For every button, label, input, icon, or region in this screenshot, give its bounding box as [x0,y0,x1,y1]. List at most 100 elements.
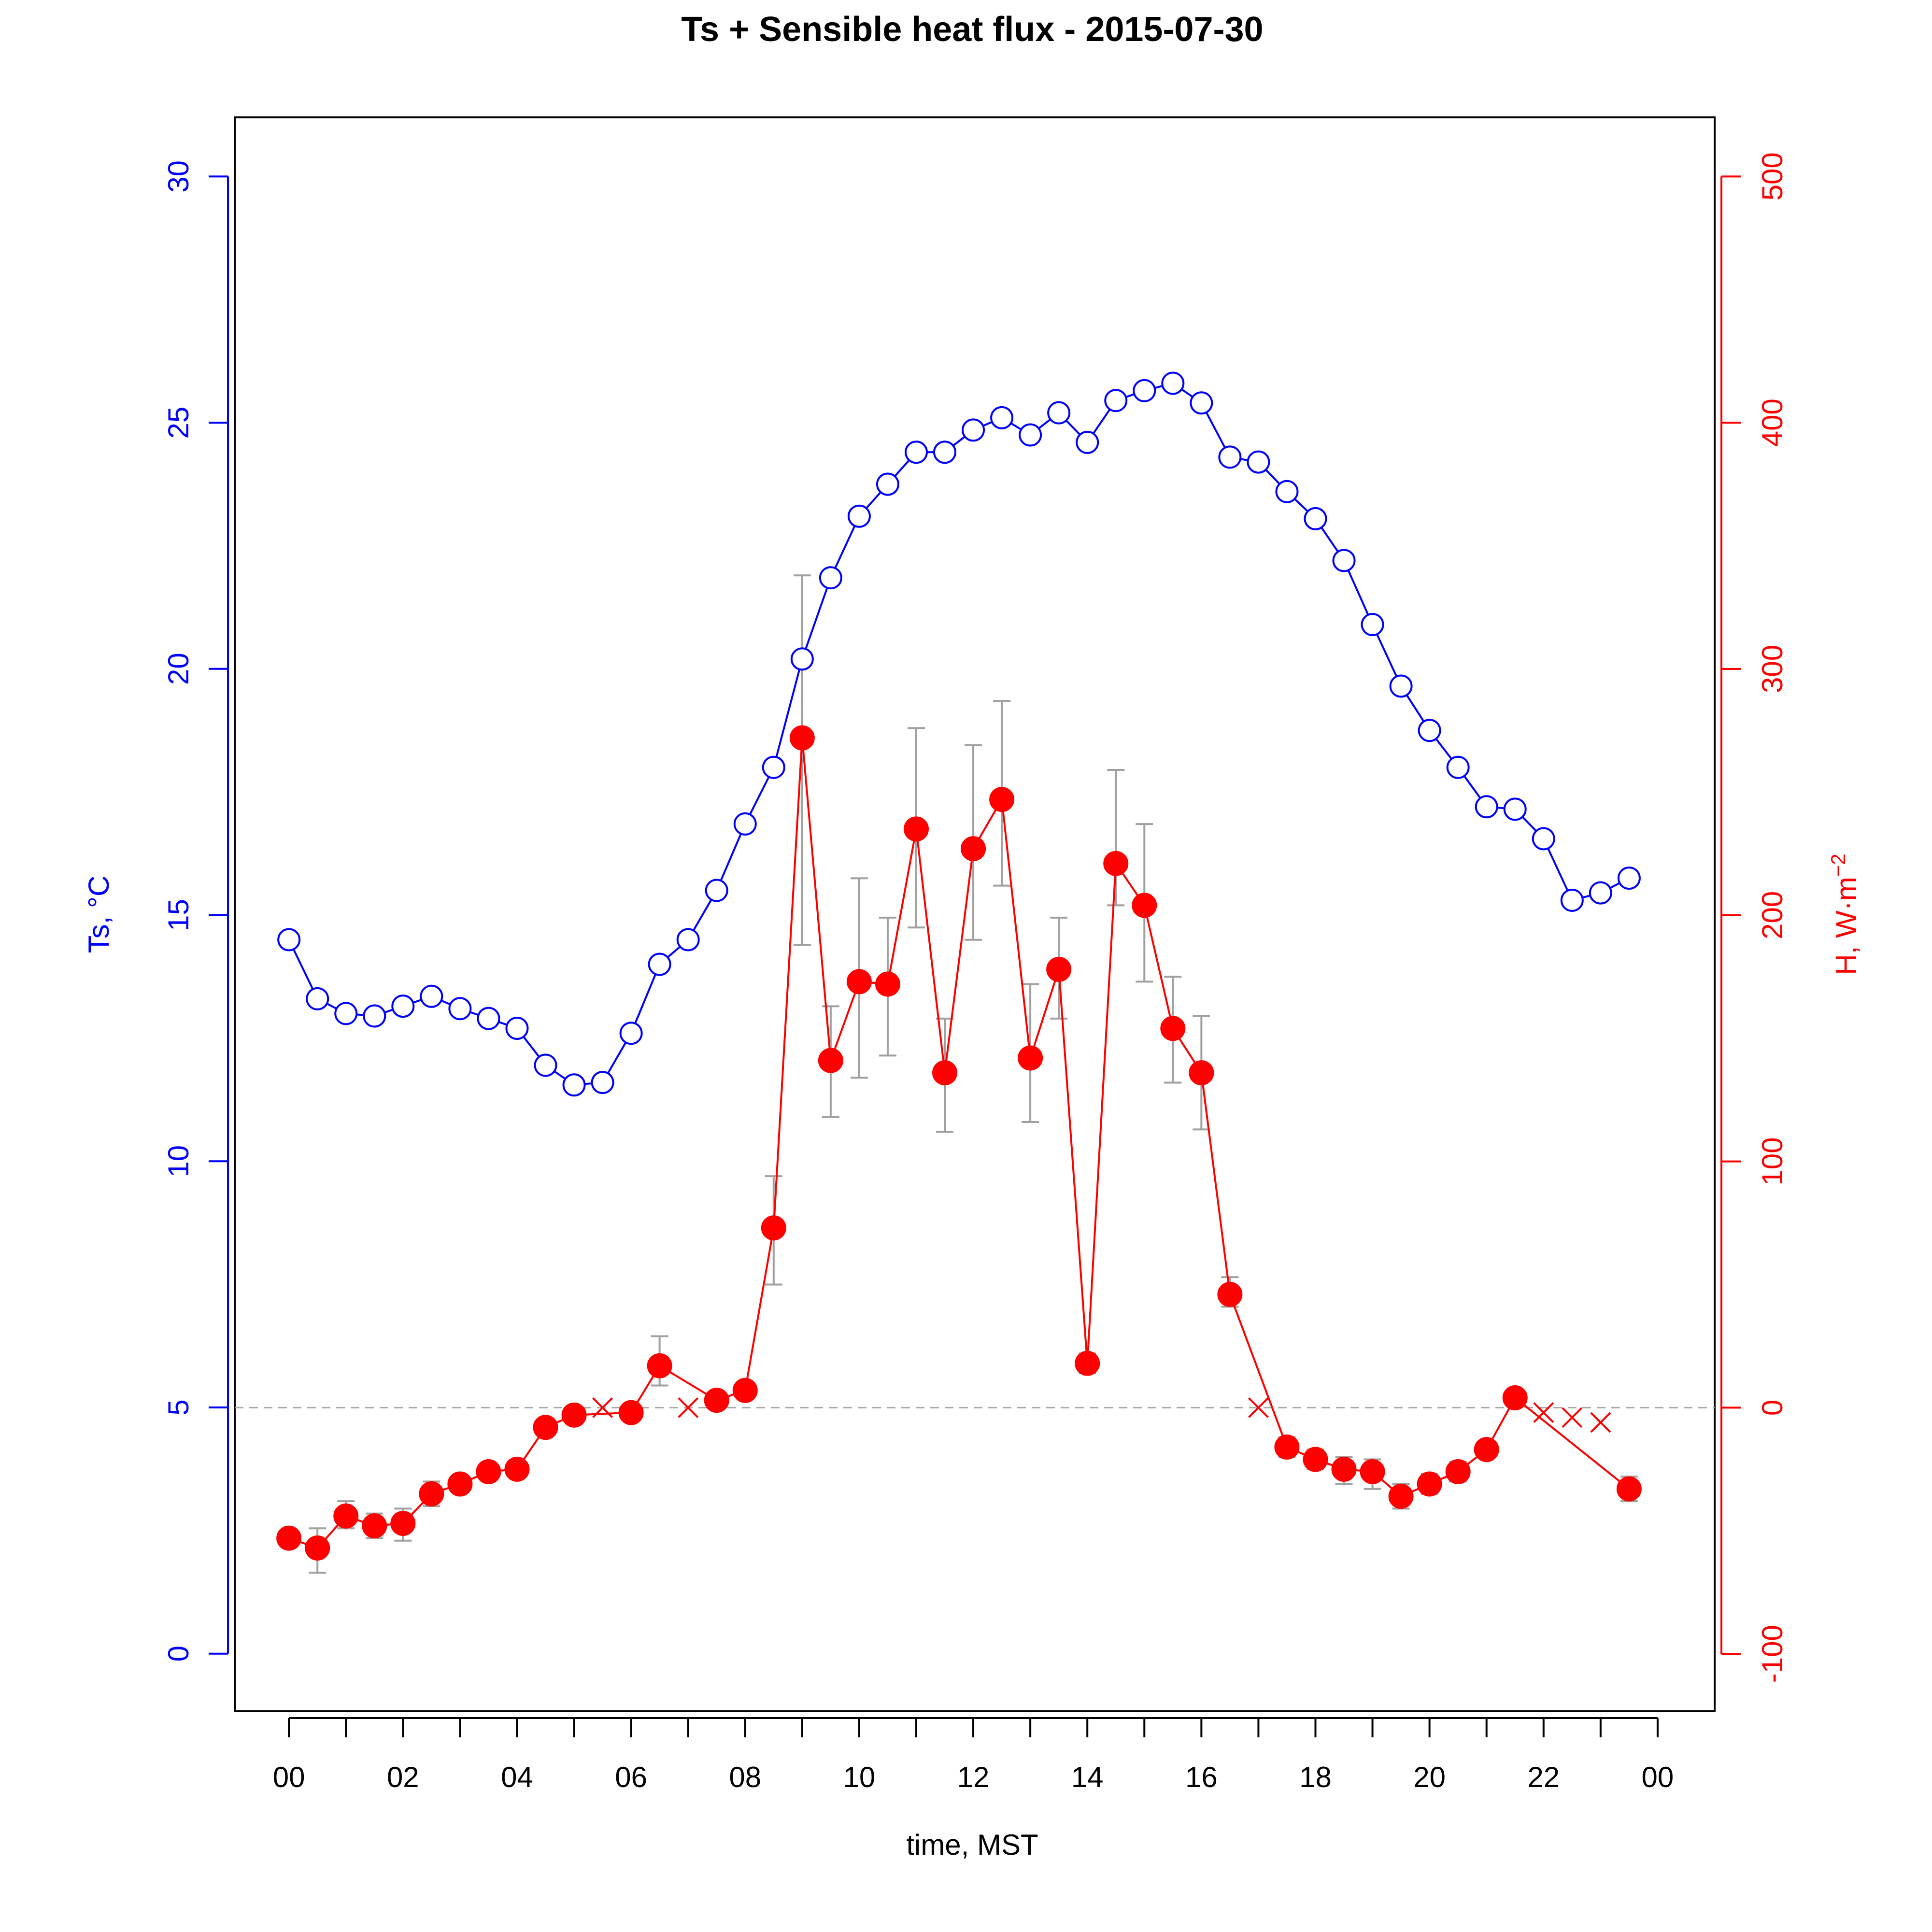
ts-point [1275,480,1299,503]
h-excluded-stroke [1533,1402,1554,1423]
h-excluded-stroke [678,1397,699,1418]
ts-point [1161,371,1185,395]
x-tick-label: 20 [1413,1761,1446,1793]
h-point [932,1060,958,1086]
ts-point [1190,391,1213,415]
y-axis-right: -100 0 100 200 300 400 500 [1720,152,1789,1683]
ts-point [277,928,301,952]
series-ts [277,371,1641,1097]
ts-point [448,997,472,1021]
h-point [618,1400,644,1425]
h-point [647,1353,672,1378]
h-point [989,787,1015,812]
h-point [1189,1060,1214,1086]
h-excluded-point [1248,1397,1269,1418]
y-left-tick-label: 15 [162,899,195,931]
ts-point [1133,379,1156,402]
y-left-tick-label: 0 [162,1646,195,1662]
h-point [1417,1471,1442,1497]
x-tick-label: 22 [1527,1761,1560,1793]
x-tick-label: 04 [501,1761,533,1793]
h-point [390,1511,416,1536]
ts-point [1446,755,1470,779]
y-right-tick-label: 200 [1756,891,1789,939]
y-axis-right-label: H, W·m−2 [1827,853,1863,975]
ts-point [1532,827,1555,851]
h-excluded-point [1533,1402,1554,1423]
ts-point [1247,450,1270,474]
y-right-tick-label: 400 [1756,398,1789,447]
ts-point [1047,401,1071,425]
h-point [1274,1434,1300,1460]
h-point [789,725,815,751]
h-point [1474,1437,1499,1463]
ts-point [334,1002,358,1025]
h-excluded-point [1590,1412,1611,1433]
h-point [1132,893,1157,918]
x-tick-label: 00 [1642,1761,1674,1793]
y-right-tick-label: -100 [1756,1625,1789,1683]
y-right-tick-label: 500 [1756,152,1789,200]
h-point [1360,1459,1385,1484]
y-axis-left: 0 5 10 15 20 25 30 [162,160,229,1662]
ts-point [933,440,957,464]
h-point [846,969,872,994]
h-point [1217,1281,1243,1307]
h-point [362,1513,387,1539]
x-tick-label: 06 [615,1761,647,1793]
ts-point [591,1071,614,1094]
h-point [1502,1385,1528,1411]
ts-point [904,440,928,464]
h-point [561,1402,587,1428]
h-excluded-point [678,1397,699,1418]
ts-point [1418,719,1441,742]
h-point [1445,1459,1471,1484]
plot-frame [234,116,1716,1712]
ts-point [1304,507,1327,530]
h-point [276,1525,302,1551]
h-point [961,836,986,862]
x-tick-label: 02 [387,1761,419,1793]
h-point [1075,1350,1100,1376]
x-tick-label: 16 [1185,1761,1218,1793]
ts-point [1076,430,1099,454]
h-point [1331,1456,1357,1482]
series-h [276,725,1642,1561]
ts-point [876,472,899,496]
ts-point [990,406,1014,429]
ts-point [847,504,871,528]
h-excluded-point [1562,1407,1583,1428]
h-point [333,1503,359,1529]
y-axis-left-label: Ts, °C [83,876,115,953]
h-point [704,1388,729,1413]
y-left-tick-label: 30 [162,160,195,193]
ts-point [733,812,757,836]
h-excluded-stroke [1248,1397,1269,1418]
series-h-excluded [592,1397,1611,1433]
h-point [1388,1483,1414,1509]
ts-point [1475,795,1498,819]
ts-point [1503,797,1527,821]
h-point [1160,1016,1186,1041]
ts-point [762,755,785,779]
ts-point [648,952,671,976]
h-excluded-stroke [1562,1407,1583,1428]
h-point [504,1456,530,1482]
h-point [1018,1045,1043,1071]
ts-point [819,566,842,590]
ts-point [676,928,700,952]
ts-point [420,984,443,1008]
ts-point [477,1007,500,1030]
y-right-tick-label: 0 [1756,1400,1789,1416]
h-point [903,816,929,842]
ts-point [1361,613,1384,637]
ts-point [705,879,728,902]
h-point [1046,956,1072,982]
h-point [1303,1447,1328,1472]
ts-point [306,987,329,1010]
x-tick-label: 08 [729,1761,761,1793]
x-tick-label: 10 [843,1761,876,1793]
ts-point [505,1017,529,1040]
y-left-tick-label: 5 [162,1399,195,1415]
